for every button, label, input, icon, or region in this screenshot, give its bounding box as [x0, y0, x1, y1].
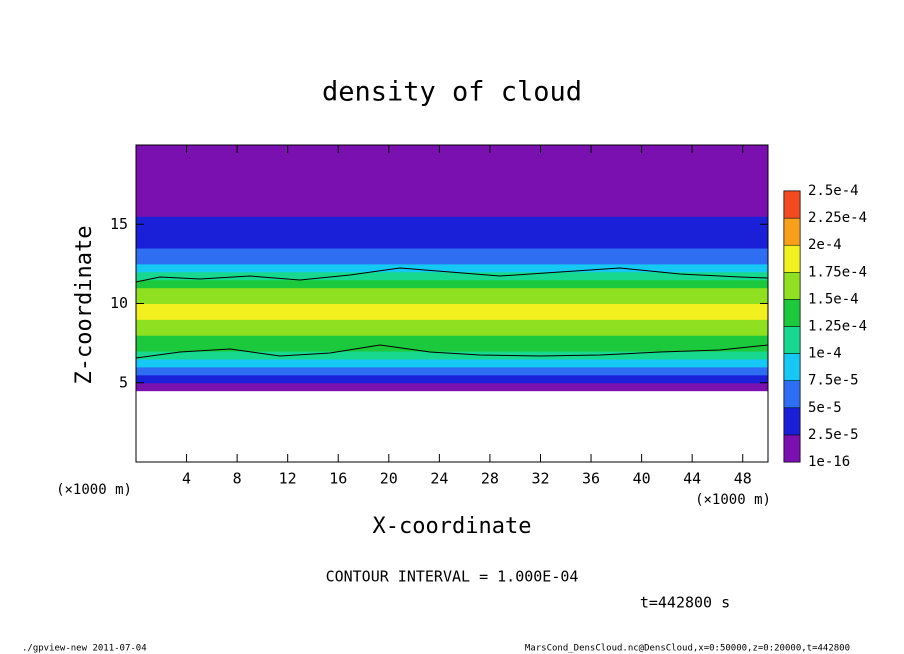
- colorbar-label: 2.5e-5: [808, 427, 859, 443]
- x-tick-label: 12: [279, 470, 297, 488]
- field-cell: [136, 335, 768, 344]
- x-axis-label: X-coordinate: [373, 514, 532, 539]
- colorbar-label: 1.25e-4: [808, 319, 867, 335]
- x-unit: (×1000 m): [695, 492, 771, 508]
- field-cell: [136, 240, 768, 249]
- colorbar-box: [783, 217, 801, 246]
- colorbar-box: [783, 299, 801, 327]
- field-cell: [136, 168, 768, 178]
- colorbar-box: [783, 244, 801, 273]
- colorbar-label: 1e-4: [808, 346, 842, 362]
- colorbar-label: 1e-16: [808, 454, 850, 470]
- contour-line: [135, 267, 769, 283]
- field-cell: [136, 152, 768, 162]
- field-cell: [136, 319, 768, 328]
- x-tick-label: 4: [182, 470, 191, 488]
- x-tick-label: 36: [582, 470, 600, 488]
- field-cell: [136, 287, 768, 297]
- field-cell: [136, 366, 768, 376]
- colorbar-label: 2e-4: [808, 237, 842, 253]
- field-cell: [136, 232, 768, 241]
- colorbar-label: 2.5e-4: [808, 183, 859, 199]
- y-unit: (×1000 m): [56, 482, 132, 498]
- x-tick-label: 16: [329, 470, 347, 488]
- x-tick-label: 48: [734, 470, 752, 488]
- field-cell: [136, 248, 768, 257]
- x-tick-label: 44: [683, 470, 701, 488]
- field-cell: [136, 208, 768, 217]
- footer: ./gpview-new 2011-07-04: [22, 644, 147, 654]
- x-tick-label: 32: [531, 470, 549, 488]
- colorbar-label: 1.5e-4: [808, 291, 859, 307]
- field-cell: [136, 160, 768, 170]
- field-cell: [136, 255, 768, 265]
- colorbar-box: [783, 190, 801, 219]
- field-cell: [136, 200, 768, 209]
- y-tick-label: 10: [110, 294, 128, 312]
- contour-line: [135, 344, 769, 359]
- y-tick-label: 5: [119, 373, 128, 391]
- colorbar-box: [783, 353, 801, 381]
- y-tick-label: 15: [110, 215, 128, 233]
- colorbar-box: [783, 380, 801, 409]
- colorbar-box: [783, 407, 801, 436]
- field-cell: [136, 216, 768, 225]
- x-tick-label: 28: [481, 470, 499, 488]
- x-tick-label: 24: [430, 470, 448, 488]
- field-cell: [136, 145, 768, 154]
- field-cell: [136, 374, 768, 384]
- field-cell: [136, 295, 768, 304]
- colorbar-box: [783, 326, 801, 354]
- field-cell: [136, 327, 768, 336]
- footer: MarsCond_DensCloud.nc@DensCloud,x=0:5000…: [525, 644, 850, 654]
- field-cell: [136, 224, 768, 233]
- y-axis-label: Z-coordinate: [72, 226, 97, 385]
- field-cell: [136, 351, 768, 360]
- colorbar-box: [783, 434, 801, 463]
- colorbar-label: 1.75e-4: [808, 264, 867, 280]
- x-tick-label: 20: [380, 470, 398, 488]
- field-cell: [136, 303, 768, 312]
- field-cell: [136, 192, 768, 201]
- field-cell: [136, 358, 768, 368]
- field-cell: [136, 271, 768, 281]
- colorbar-label: 5e-5: [808, 400, 842, 416]
- field-cell: [136, 184, 768, 194]
- x-tick-label: 40: [633, 470, 651, 488]
- field-cell: [136, 263, 768, 273]
- chart-title: density of cloud: [322, 77, 582, 108]
- field-cell: [136, 382, 768, 392]
- annotation: t=442800 s: [640, 594, 730, 612]
- colorbar-box: [783, 272, 801, 300]
- field: [136, 145, 768, 392]
- field-cell: [136, 311, 768, 320]
- field-cell: [136, 176, 768, 186]
- field-cell: [136, 279, 768, 289]
- colorbar-label: 2.25e-4: [808, 210, 867, 226]
- colorbar-label: 7.5e-5: [808, 373, 859, 389]
- field-cell: [136, 343, 768, 352]
- annotation: CONTOUR INTERVAL = 1.000E-04: [326, 568, 579, 586]
- x-tick-label: 8: [233, 470, 242, 488]
